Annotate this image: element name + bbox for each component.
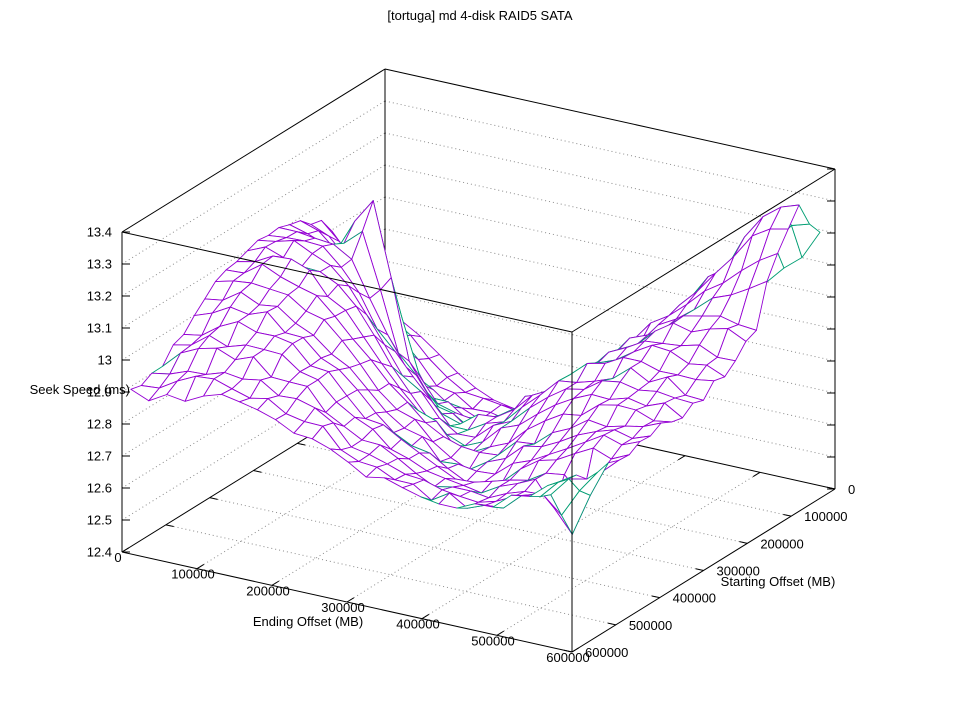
z-tick-label: 12.5: [87, 513, 112, 528]
z-tick-label: 13.3: [87, 257, 112, 272]
y-tick-label: 400000: [673, 591, 716, 606]
x-tick-label: 600000: [546, 650, 589, 665]
z-tick-label: 12.8: [87, 417, 112, 432]
y-tick-label: 200000: [760, 536, 803, 551]
z-tick-label: 13: [98, 353, 112, 368]
x-tick-label: 100000: [171, 567, 214, 582]
x-tick-label: 400000: [396, 617, 439, 632]
y-tick-label: 100000: [804, 509, 847, 524]
surface-mesh: [130, 200, 821, 535]
tick-labels: 12.4 12.5 12.6 12.7 12.8 12.9 13 13.1 13.2 13.3 13…: [87, 225, 856, 666]
z-tick-label: 12.4: [87, 545, 112, 560]
z-tick-label: 12.9: [87, 385, 112, 400]
x-tick-label: 200000: [246, 583, 289, 598]
z-tick-label: 13.2: [87, 289, 112, 304]
y-tick-label: 500000: [629, 618, 672, 633]
x-tick-label: 500000: [471, 633, 514, 648]
x-tick-label: 300000: [321, 600, 364, 615]
y-tick-label: 0: [848, 482, 855, 497]
z-tick-label: 12.7: [87, 449, 112, 464]
box-front-edges-and-axes: [121, 168, 836, 653]
z-tick-label: 12.6: [87, 481, 112, 496]
y-tick-label: 300000: [717, 564, 760, 579]
z-tick-label: 13.4: [87, 225, 112, 240]
z-tick-label: 13.1: [87, 321, 112, 336]
x-tick-label: 0: [114, 550, 121, 565]
y-tick-label: 600000: [585, 645, 628, 660]
